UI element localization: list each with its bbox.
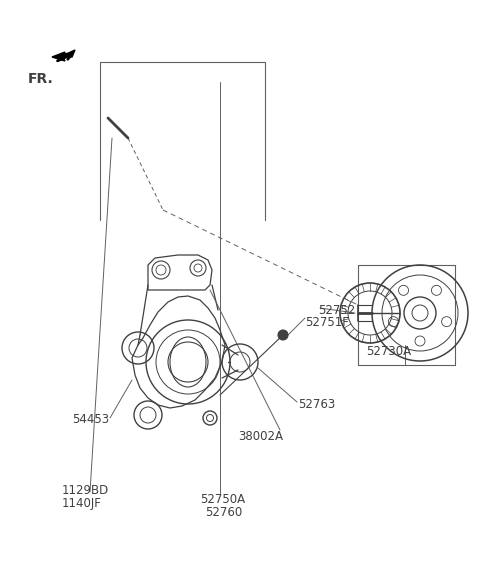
- Text: 38002A: 38002A: [238, 430, 283, 443]
- Text: 52750A: 52750A: [200, 493, 245, 506]
- Text: FR.: FR.: [28, 72, 54, 86]
- Text: 52751F: 52751F: [305, 316, 349, 329]
- Text: 54453: 54453: [72, 413, 109, 426]
- Text: 52752: 52752: [318, 304, 355, 317]
- Circle shape: [278, 330, 288, 340]
- Text: 52763: 52763: [298, 398, 335, 411]
- Text: 52730A: 52730A: [366, 345, 411, 358]
- Text: 1140JF: 1140JF: [62, 497, 102, 510]
- Text: 52760: 52760: [205, 506, 242, 519]
- Text: 1129BD: 1129BD: [62, 484, 109, 497]
- Polygon shape: [52, 50, 75, 61]
